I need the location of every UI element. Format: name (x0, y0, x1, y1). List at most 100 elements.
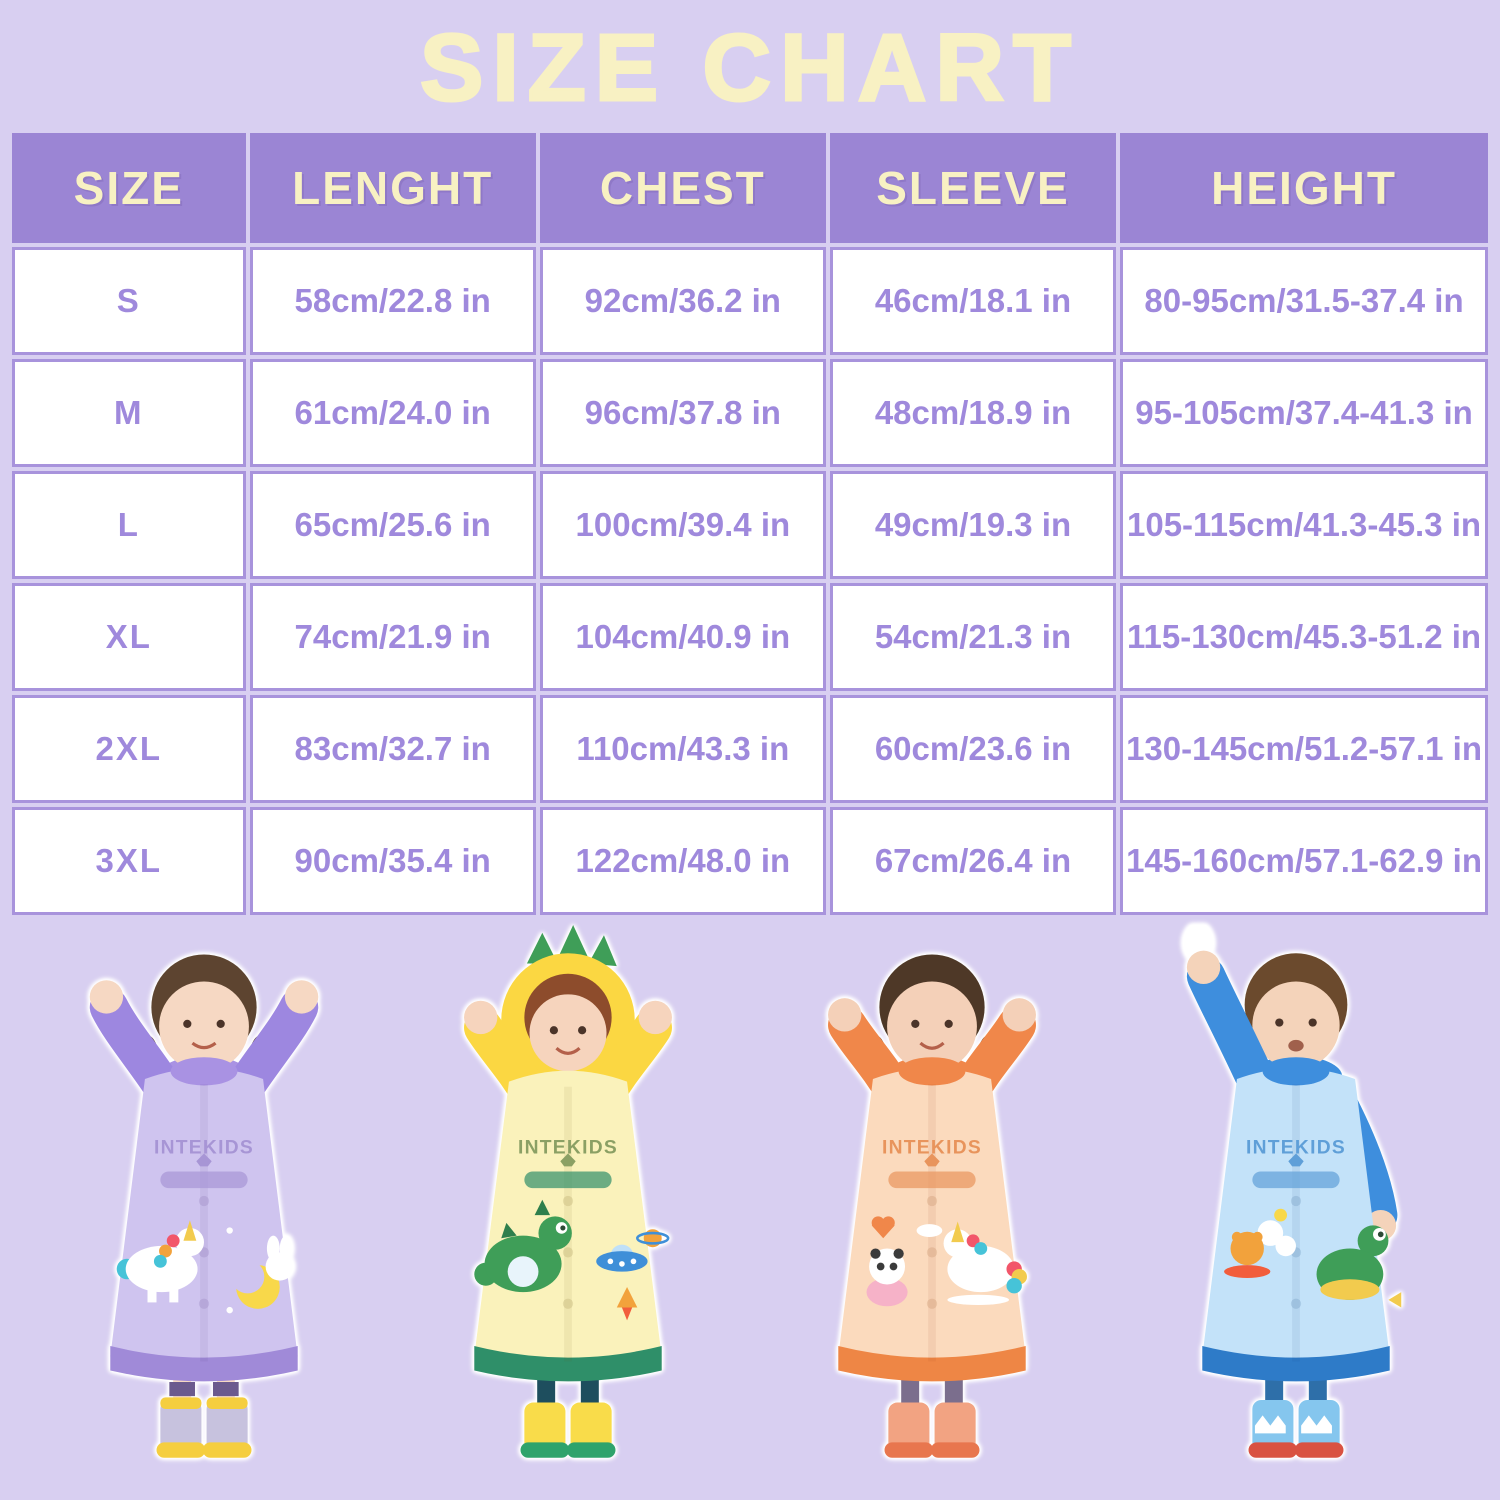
hood-spike (588, 935, 617, 967)
boot-sole-left (884, 1442, 934, 1458)
collar (1262, 1057, 1330, 1086)
column-header-height: HEIGHT (1120, 133, 1488, 243)
cell-sleeve: 67cm/26.4 in (829, 807, 1117, 915)
cell-sleeve: 48cm/18.9 in (829, 359, 1117, 467)
face (887, 981, 977, 1072)
column-header-size: SIZE (12, 133, 246, 243)
duck-icon (1274, 1208, 1288, 1222)
cell-sleeve: 46cm/18.1 in (829, 247, 1117, 355)
kid-photo-yellow-dinosaur: INTEKIDS (390, 925, 746, 1477)
placket (1292, 1084, 1300, 1362)
hand-right (1002, 998, 1036, 1032)
crown-icon (1288, 1153, 1304, 1167)
rabbit-icon (265, 1235, 294, 1281)
cell-height: 115-130cm/45.3-51.2 in (1120, 583, 1488, 691)
crown-icon (560, 1153, 576, 1167)
dinosaur-icon (1316, 1225, 1402, 1308)
panda-icon (866, 1248, 908, 1307)
shark-teeth-icon (1301, 1415, 1332, 1434)
table-row: M 61cm/24.0 in 96cm/37.8 in 48cm/18.9 in… (12, 359, 1488, 467)
smile (919, 1041, 945, 1050)
cell-height: 95-105cm/37.4-41.3 in (1120, 359, 1488, 467)
eye-right (944, 1019, 953, 1028)
boot-sole-right (1294, 1442, 1344, 1458)
open-mouth (1288, 1039, 1304, 1052)
column-header-length: LENGHT (249, 133, 536, 243)
hood-spike (557, 925, 589, 959)
hand-left (828, 998, 862, 1032)
swim-ring-icon (1320, 1279, 1380, 1300)
crown-icon (196, 1153, 212, 1167)
cell-size: 3XL (12, 807, 246, 915)
eye-right (1308, 1018, 1317, 1027)
boot-trim-left (160, 1397, 202, 1409)
kid-photo-purple-unicorn: INTEKIDS (26, 925, 382, 1477)
boot-sole-left (1248, 1442, 1298, 1458)
sock-right (212, 1382, 239, 1397)
eye-left (549, 1026, 558, 1035)
cell-size: XL (12, 583, 246, 691)
table-row: S 58cm/22.8 in 92cm/36.2 in 46cm/18.1 in… (12, 247, 1488, 355)
cell-height: 145-160cm/57.1-62.9 in (1120, 807, 1488, 915)
star (226, 1306, 233, 1314)
hand-left (1186, 950, 1221, 985)
button (926, 1247, 938, 1258)
face (1252, 981, 1340, 1069)
face (529, 994, 607, 1072)
smile (191, 1041, 217, 1050)
cell-chest: 96cm/37.8 in (539, 359, 826, 467)
kid-illustration-purple: INTEKIDS (89, 954, 319, 1458)
button (926, 1195, 938, 1207)
kid-photo-peach-unicorn: INTEKIDS (754, 925, 1110, 1477)
table-row: L 65cm/25.6 in 100cm/39.4 in 49cm/19.3 i… (12, 471, 1488, 579)
cell-size: 2XL (12, 695, 246, 803)
smile (555, 1046, 581, 1055)
column-header-chest: CHEST (539, 133, 826, 243)
button (1290, 1195, 1302, 1207)
size-table: SIZE LENGHT CHEST SLEEVE HEIGHT S 58cm/2… (8, 129, 1492, 919)
cell-height: 80-95cm/31.5-37.4 in (1120, 247, 1488, 355)
button (562, 1298, 574, 1309)
cell-length: 61cm/24.0 in (249, 359, 536, 467)
cell-chest: 104cm/40.9 in (539, 583, 826, 691)
column-header-sleeve: SLEEVE (829, 133, 1117, 243)
product-photos-row: INTEKIDS (0, 921, 1500, 1477)
brand-badge (160, 1171, 248, 1189)
button (562, 1195, 574, 1207)
boot-sole-right (566, 1442, 616, 1458)
boot-sole-right (202, 1442, 252, 1458)
dinosaur-icon (474, 1199, 572, 1293)
button (1290, 1298, 1302, 1309)
star (226, 1227, 233, 1234)
cell-length: 74cm/21.9 in (249, 583, 536, 691)
boot-sole-left (520, 1442, 570, 1458)
table-row: 2XL 83cm/32.7 in 110cm/43.3 in 60cm/23.6… (12, 695, 1488, 803)
hand-right (284, 980, 319, 1014)
ufo-icon (596, 1244, 648, 1272)
cell-length: 83cm/32.7 in (249, 695, 536, 803)
cell-length: 65cm/25.6 in (249, 471, 536, 579)
cell-size: M (12, 359, 246, 467)
boot-right (570, 1402, 612, 1452)
shark-teeth-icon (1254, 1415, 1286, 1434)
boot-sole-left (156, 1442, 206, 1458)
cell-sleeve: 54cm/21.3 in (829, 583, 1117, 691)
face (159, 981, 249, 1072)
boot-right (206, 1399, 248, 1452)
boot-left (524, 1402, 566, 1452)
cell-size: S (12, 247, 246, 355)
boot-left (160, 1399, 202, 1452)
cell-length: 58cm/22.8 in (249, 247, 536, 355)
brand-badge (1252, 1171, 1340, 1189)
hand-left (464, 1000, 498, 1035)
cell-sleeve: 49cm/19.3 in (829, 471, 1117, 579)
raincoat-body (474, 1070, 662, 1368)
raincoat-hem (1202, 1346, 1390, 1382)
unicorn-icon (943, 1221, 1027, 1305)
rocket-icon (616, 1287, 638, 1321)
placket (200, 1084, 208, 1362)
eye-right (578, 1026, 587, 1035)
cell-sleeve: 60cm/23.6 in (829, 695, 1117, 803)
kid-illustration-yellow: INTEKIDS (464, 925, 672, 1458)
